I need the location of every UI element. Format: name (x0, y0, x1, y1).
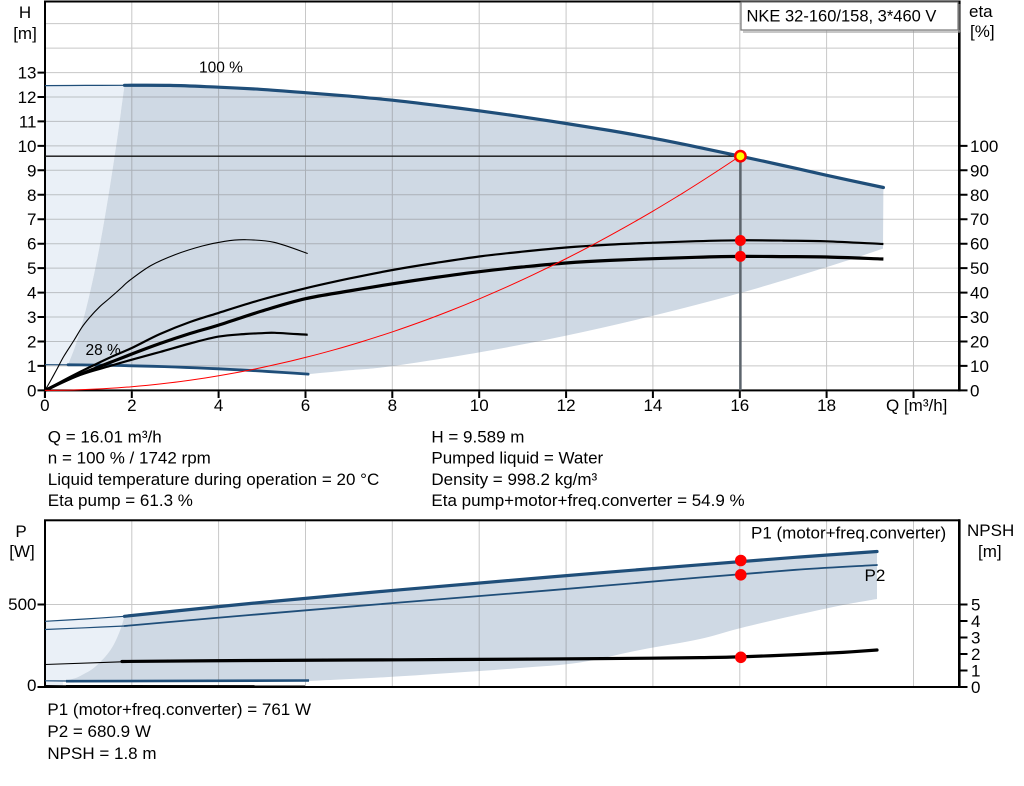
svg-text:eta: eta (969, 2, 993, 21)
svg-text:50: 50 (970, 259, 989, 278)
svg-text:[W]: [W] (9, 542, 35, 561)
svg-text:5: 5 (971, 596, 980, 615)
svg-text:1: 1 (27, 357, 36, 376)
svg-text:3: 3 (971, 629, 980, 648)
svg-text:[m]: [m] (13, 24, 37, 43)
svg-text:2: 2 (127, 396, 136, 415)
svg-text:0: 0 (27, 676, 36, 695)
svg-text:[%]: [%] (970, 22, 995, 41)
svg-text:NPSH: NPSH (967, 521, 1014, 540)
svg-text:100 %: 100 % (199, 60, 243, 77)
svg-text:Q [m³/h]: Q [m³/h] (886, 396, 947, 415)
svg-text:70: 70 (970, 210, 989, 229)
svg-text:8: 8 (27, 186, 36, 205)
svg-text:0: 0 (27, 381, 36, 400)
svg-text:[m]: [m] (978, 542, 1002, 561)
svg-text:4: 4 (27, 284, 36, 303)
svg-text:60: 60 (970, 235, 989, 254)
svg-text:100: 100 (970, 137, 998, 156)
svg-text:20: 20 (970, 333, 989, 352)
svg-text:16: 16 (730, 396, 749, 415)
svg-text:7: 7 (27, 210, 36, 229)
svg-text:40: 40 (970, 284, 989, 303)
svg-text:30: 30 (970, 308, 989, 327)
svg-text:4: 4 (214, 396, 223, 415)
svg-text:n = 100 % / 1742 rpm: n = 100 % / 1742 rpm (48, 449, 211, 468)
svg-text:5: 5 (27, 259, 36, 278)
svg-text:2: 2 (27, 333, 36, 352)
svg-text:Q = 16.01 m³/h: Q = 16.01 m³/h (48, 428, 162, 447)
svg-text:Density = 998.2 kg/m³: Density = 998.2 kg/m³ (431, 470, 597, 489)
svg-text:28 %: 28 % (86, 342, 122, 359)
svg-text:Pumped liquid = Water: Pumped liquid = Water (431, 449, 603, 468)
svg-text:10: 10 (470, 396, 489, 415)
svg-text:500: 500 (8, 595, 36, 614)
svg-text:2: 2 (971, 645, 980, 664)
svg-text:18: 18 (817, 396, 836, 415)
svg-text:11: 11 (19, 112, 37, 131)
svg-text:90: 90 (970, 161, 989, 180)
svg-text:14: 14 (643, 396, 662, 415)
svg-text:NPSH = 1.8 m: NPSH = 1.8 m (47, 744, 156, 763)
svg-text:10: 10 (970, 357, 989, 376)
svg-text:P2 = 680.9 W: P2 = 680.9 W (47, 722, 150, 741)
svg-text:NKE 32-160/158, 3*460 V: NKE 32-160/158, 3*460 V (747, 8, 937, 26)
svg-text:4: 4 (971, 612, 980, 631)
svg-text:P2: P2 (865, 566, 886, 585)
svg-text:Eta pump = 61.3 %: Eta pump = 61.3 % (48, 491, 193, 510)
svg-text:80: 80 (970, 186, 989, 205)
svg-text:P1 (motor+freq.converter) = 76: P1 (motor+freq.converter) = 761 W (47, 700, 311, 719)
svg-text:H = 9.589 m: H = 9.589 m (431, 428, 524, 447)
svg-text:0: 0 (970, 381, 979, 400)
svg-text:1: 1 (971, 662, 980, 681)
svg-text:13: 13 (18, 64, 37, 83)
svg-text:6: 6 (27, 235, 36, 254)
svg-text:0: 0 (971, 678, 980, 697)
svg-text:12: 12 (557, 396, 576, 415)
svg-text:Eta pump+motor+freq.converter: Eta pump+motor+freq.converter = 54.9 % (431, 491, 744, 510)
svg-text:10: 10 (18, 137, 37, 156)
svg-text:H: H (19, 3, 31, 22)
svg-text:6: 6 (301, 396, 310, 415)
svg-text:0: 0 (40, 396, 49, 415)
svg-text:P1 (motor+freq.converter): P1 (motor+freq.converter) (751, 524, 946, 543)
svg-text:P: P (15, 522, 26, 541)
svg-text:Liquid temperature during oper: Liquid temperature during operation = 20… (48, 470, 379, 489)
svg-text:3: 3 (27, 308, 36, 327)
svg-text:8: 8 (388, 396, 397, 415)
svg-text:9: 9 (27, 161, 36, 180)
svg-text:12: 12 (18, 88, 37, 107)
